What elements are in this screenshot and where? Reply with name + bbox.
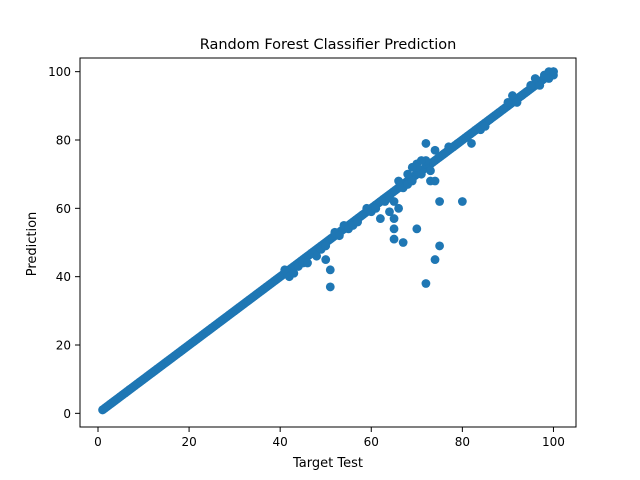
data-point bbox=[321, 241, 331, 251]
data-point bbox=[312, 251, 322, 261]
data-point bbox=[394, 176, 403, 186]
data-point bbox=[371, 203, 381, 213]
data-point bbox=[394, 203, 403, 213]
data-point bbox=[421, 139, 431, 148]
data-point bbox=[435, 241, 444, 251]
data-point bbox=[439, 149, 449, 159]
data-point bbox=[416, 169, 426, 179]
data-point bbox=[426, 166, 435, 176]
data-point bbox=[385, 207, 394, 217]
data-point bbox=[407, 176, 417, 186]
data-point bbox=[467, 139, 476, 148]
data-point bbox=[375, 214, 385, 223]
data-point bbox=[357, 210, 367, 220]
chart-title: Random Forest Classifier Prediction bbox=[200, 37, 457, 53]
data-point bbox=[421, 279, 431, 288]
x-tick-label: 20 bbox=[181, 435, 196, 449]
data-point bbox=[457, 197, 467, 206]
data-point bbox=[453, 139, 463, 148]
data-point bbox=[353, 217, 363, 227]
data-point bbox=[280, 265, 290, 275]
data-point bbox=[430, 145, 440, 155]
x-tick-label: 40 bbox=[273, 435, 288, 449]
x-tick-label: 80 bbox=[455, 435, 470, 449]
data-point bbox=[498, 104, 508, 114]
data-point bbox=[325, 265, 335, 275]
data-point bbox=[389, 234, 399, 244]
data-point bbox=[389, 214, 399, 223]
data-point bbox=[321, 255, 331, 264]
data-points-layer bbox=[98, 67, 558, 415]
y-tick-label: 0 bbox=[63, 407, 71, 421]
data-point bbox=[416, 156, 426, 165]
x-tick-label: 60 bbox=[364, 435, 379, 449]
plot-frame bbox=[79, 57, 577, 428]
y-tick-label: 100 bbox=[48, 65, 71, 79]
data-point bbox=[412, 224, 422, 234]
data-point bbox=[535, 80, 545, 90]
data-point bbox=[530, 74, 540, 83]
data-point bbox=[480, 121, 490, 131]
data-point bbox=[389, 197, 399, 206]
data-point bbox=[334, 231, 344, 241]
data-point bbox=[325, 282, 335, 292]
data-point bbox=[398, 238, 408, 247]
data-point bbox=[430, 176, 440, 186]
y-axis-label: Prediction bbox=[25, 212, 40, 277]
x-axis-label: Target Test bbox=[292, 456, 363, 471]
y-tick-label: 20 bbox=[56, 339, 71, 353]
y-tick-label: 60 bbox=[56, 202, 71, 216]
data-point bbox=[521, 87, 531, 97]
data-point bbox=[526, 80, 536, 90]
data-point bbox=[508, 91, 517, 100]
data-point bbox=[389, 224, 399, 234]
y-tick-label: 80 bbox=[56, 134, 71, 148]
data-point bbox=[289, 268, 299, 278]
data-point bbox=[435, 197, 444, 206]
data-point bbox=[485, 115, 495, 124]
data-point bbox=[303, 258, 312, 268]
x-tick-label: 100 bbox=[542, 435, 565, 449]
data-point bbox=[403, 169, 413, 179]
x-tick-label: 0 bbox=[94, 435, 102, 449]
y-tick-label: 40 bbox=[56, 270, 71, 284]
data-point bbox=[512, 98, 522, 107]
axes-layer: 0 20 40 60 80 100 0 20 40 60 80 100 bbox=[48, 57, 577, 449]
data-point bbox=[503, 98, 513, 107]
data-point bbox=[549, 67, 558, 77]
data-point bbox=[407, 162, 417, 172]
data-point bbox=[430, 255, 440, 264]
